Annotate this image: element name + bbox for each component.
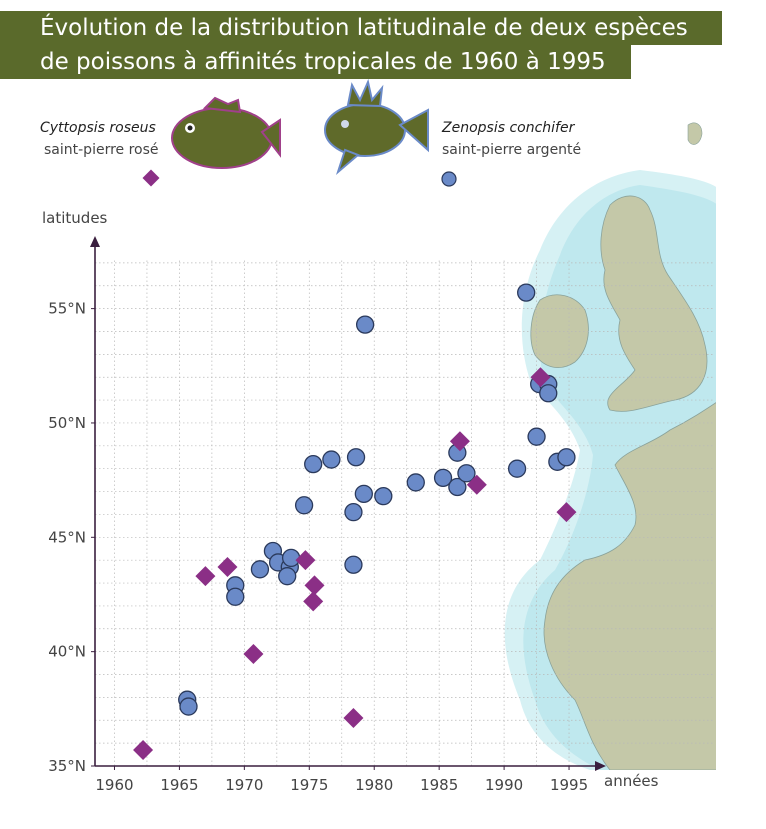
point-zenopsis: [448, 477, 467, 497]
point-cyttopsis: [133, 739, 154, 760]
point-zenopsis: [374, 486, 393, 506]
legend-marker-circle: [441, 171, 457, 187]
fish-rose-icon: [171, 96, 281, 169]
point-cyttopsis: [449, 431, 470, 452]
point-zenopsis: [354, 484, 373, 504]
y-tick-label: 40°N: [48, 643, 86, 661]
x-tick-label: 1975: [290, 776, 328, 794]
point-zenopsis: [539, 384, 558, 403]
point-zenopsis: [557, 448, 576, 467]
point-zenopsis: [517, 283, 536, 302]
point-zenopsis: [226, 587, 245, 606]
point-zenopsis: [344, 502, 363, 522]
x-tick-labels: 1960 1965 1970 1975 1980 1985 1990 1995: [95, 766, 588, 794]
title-line-2: de poissons à affinités tropicales de 19…: [0, 45, 631, 79]
x-tick-label: 1965: [160, 776, 198, 794]
fish-silver-icon: [324, 78, 429, 176]
point-zenopsis: [406, 473, 425, 492]
land-continent: [543, 402, 716, 770]
point-zenopsis: [294, 496, 314, 515]
point-cyttopsis: [295, 550, 316, 571]
legend-species2-common: saint-pierre argenté: [442, 142, 582, 158]
point-zenopsis: [344, 555, 363, 574]
x-tick-label: 1980: [355, 776, 393, 794]
point-zenopsis: [507, 459, 527, 478]
point-cyttopsis: [217, 557, 238, 578]
point-zenopsis: [304, 454, 323, 474]
x-tick-label: 1990: [485, 776, 523, 794]
point-zenopsis: [250, 560, 270, 579]
x-tick-label: 1960: [95, 776, 133, 794]
x-axis-title: années: [604, 772, 659, 790]
data-points: [133, 283, 577, 760]
y-tick-label: 50°N: [48, 414, 86, 432]
point-zenopsis: [179, 697, 198, 716]
legend-species1-latin: Cyttopsis roseus: [40, 120, 156, 136]
point-zenopsis: [281, 548, 301, 568]
point-cyttopsis: [243, 643, 264, 664]
legend-marker-diamond: [142, 169, 160, 187]
point-zenopsis: [355, 315, 375, 334]
land-britain: [600, 195, 708, 412]
land-islands: [687, 122, 703, 145]
europe-map-background: [504, 122, 716, 770]
point-zenopsis: [527, 427, 546, 446]
y-tick-labels: 35°N 40°N 45°N 50°N 55°N: [48, 300, 95, 775]
point-cyttopsis: [303, 591, 324, 612]
y-tick-label: 35°N: [48, 757, 86, 775]
point-zenopsis: [433, 468, 453, 487]
point-zenopsis: [457, 464, 476, 483]
y-axis-arrow-icon: [90, 236, 100, 247]
point-cyttopsis: [343, 707, 364, 728]
point-cyttopsis: [304, 575, 325, 596]
legend-species2-latin: Zenopsis conchifer: [442, 120, 575, 136]
legend-species1-common: saint-pierre rosé: [44, 142, 159, 158]
title-line-1: Évolution de la distribution latitudinal…: [0, 11, 722, 45]
y-tick-label: 45°N: [48, 528, 86, 546]
x-tick-label: 1970: [225, 776, 263, 794]
x-axis-arrow-icon: [595, 761, 606, 771]
point-cyttopsis: [530, 367, 551, 388]
x-tick-label: 1995: [550, 776, 588, 794]
point-zenopsis: [278, 567, 297, 586]
axes: [90, 236, 606, 771]
x-tick-label: 1985: [420, 776, 458, 794]
point-zenopsis: [346, 448, 366, 467]
point-cyttopsis: [195, 566, 216, 587]
point-cyttopsis: [556, 502, 577, 523]
point-zenopsis: [322, 450, 341, 469]
point-cyttopsis: [466, 474, 487, 495]
y-tick-label: 55°N: [48, 300, 86, 318]
grid-lines: [95, 258, 715, 766]
y-axis-title: latitudes: [42, 209, 108, 227]
